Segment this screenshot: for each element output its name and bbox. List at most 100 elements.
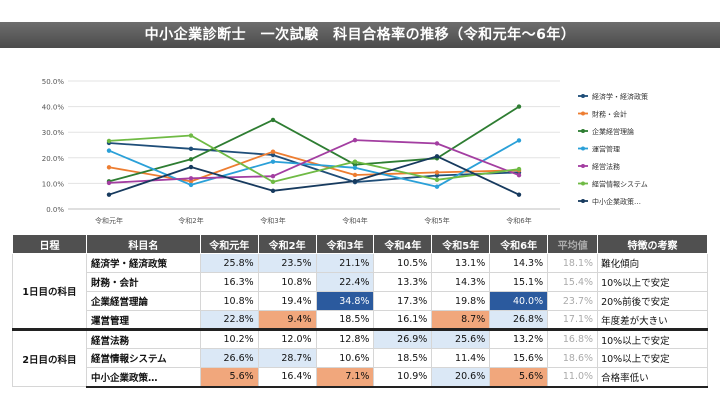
- pass-rate-cell: 19.8%: [431, 291, 491, 311]
- pass-rate-cell: 10.2%: [199, 328, 259, 349]
- average-cell: 18.1%: [547, 253, 599, 273]
- table-header-cell: 令和5年: [431, 234, 491, 254]
- subject-name: 企業経営理論: [85, 291, 201, 311]
- pass-rate-cell: 22.8%: [199, 310, 259, 330]
- table-header-cell: 令和4年: [373, 234, 433, 254]
- pass-rate-cell: 26.8%: [489, 310, 549, 330]
- pass-rate-cell: 10.5%: [373, 253, 433, 273]
- data-point: [270, 159, 276, 164]
- table-header-cell: 特徴の考察: [597, 234, 708, 254]
- data-point: [434, 170, 440, 175]
- subject-name: 経済学・経済政策: [85, 253, 201, 273]
- data-point: [270, 188, 276, 194]
- data-point: [270, 117, 276, 123]
- line-chart: 0.0% 10.0% 20.0% 30.0% 40.0% 50.0% 令和元年 令和2年 令和3…: [42, 78, 648, 224]
- data-point: [434, 184, 440, 189]
- subject-name: 経営情報システム: [85, 348, 201, 368]
- pass-rate-cell: 11.4%: [431, 348, 491, 368]
- legend-label: 経済学・経済政策: [592, 92, 648, 101]
- y-tick-label: 0.0%: [46, 206, 64, 214]
- series-line: [108, 155, 520, 196]
- table-header-cell: 令和6年: [489, 234, 549, 254]
- series-line: [108, 134, 520, 183]
- page-title: 中小企業診断士 一次試験 科目合格率の推移（令和元年～6年）: [0, 22, 720, 48]
- subject-name: 財務・会計: [85, 272, 201, 292]
- data-point: [434, 154, 440, 159]
- data-point: [352, 137, 358, 143]
- legend-label: 中小企業政策…: [592, 197, 641, 206]
- pass-rate-cell: 10.9%: [373, 367, 433, 388]
- average-cell: 16.8%: [547, 328, 599, 349]
- data-point: [352, 172, 358, 178]
- data-point: [516, 192, 522, 197]
- data-point: [106, 165, 112, 170]
- pass-rate-cell: 15.1%: [489, 272, 549, 292]
- legend-marker: [581, 146, 585, 151]
- data-point: [352, 162, 358, 167]
- remark-cell: 難化傾向: [597, 253, 708, 273]
- x-tick-label: 令和6年: [506, 216, 531, 224]
- average-cell: 11.0%: [547, 367, 599, 388]
- subject-name: 運営管理: [85, 310, 201, 330]
- group-label: 1日目の科目: [12, 253, 87, 330]
- pass-rate-cell: 8.7%: [431, 310, 491, 330]
- table-header-row: 日程 科目名 令和元年 令和2年 令和3年 令和4年 令和5年 令和6年 平均値 特徴の考察: [12, 234, 708, 254]
- average-cell: 15.4%: [547, 272, 599, 292]
- average-cell: 18.6%: [547, 348, 599, 368]
- subject-name: 経営法務: [85, 328, 201, 349]
- pass-rate-cell: 25.8%: [199, 253, 259, 273]
- data-point: [352, 159, 358, 164]
- table-header-cell: 科目名: [85, 234, 201, 254]
- legend-marker: [581, 94, 585, 98]
- table-header-cell: 令和元年: [199, 234, 259, 254]
- table-row: 運営管理 22.8% 9.4% 18.5% 16.1% 8.7% 26.8% 17.1% 年度差…: [13, 310, 708, 330]
- data-point: [106, 138, 112, 144]
- remark-cell: 年度差が大きい: [597, 310, 708, 330]
- legend-marker: [581, 129, 585, 133]
- pass-rate-cell: 12.0%: [257, 328, 317, 349]
- remark-cell: 20%前後で安定: [597, 291, 708, 311]
- table-header-cell: 令和2年: [257, 234, 317, 254]
- pass-rate-cell: 34.8%: [315, 291, 375, 311]
- legend-marker: [581, 181, 585, 186]
- pass-rate-cell: 21.1%: [315, 253, 375, 273]
- table-row: 企業経営理論 10.8% 19.4% 34.8% 17.3% 19.8% 40.0% 23.7…: [13, 291, 708, 311]
- table-header-cell: 日程: [12, 234, 87, 254]
- pass-rate-cell: 19.4%: [257, 291, 317, 311]
- pass-rate-cell: 16.1%: [373, 310, 433, 330]
- data-point: [434, 177, 440, 183]
- group-label: 2日目の科目: [12, 328, 87, 387]
- data-point: [106, 180, 112, 186]
- pass-rate-cell: 12.8%: [315, 328, 375, 349]
- x-tick-label: 令和5年: [424, 216, 449, 224]
- table-row: 2日目の科目 経営法務 10.2% 12.0% 12.8% 26.9% 25.6% 13.2%…: [12, 328, 708, 387]
- pass-rate-cell: 13.3%: [373, 272, 433, 292]
- pass-rate-cell: 26.9%: [373, 328, 433, 349]
- pass-rate-cell: 28.7%: [257, 348, 317, 368]
- table-header-cell: 令和3年: [315, 234, 375, 254]
- data-point: [434, 173, 440, 178]
- pass-rate-cell: 13.1%: [431, 253, 491, 273]
- subject-name: 中小企業政策…: [85, 367, 201, 388]
- pass-rate-cell: 7.1%: [315, 367, 375, 388]
- chart-lines: [106, 104, 522, 197]
- average-cell: 23.7%: [547, 291, 599, 311]
- y-tick-label: 10.0%: [42, 180, 65, 188]
- remark-cell: 10%以上で安定: [597, 328, 708, 349]
- data-point: [106, 148, 112, 153]
- data-point: [188, 179, 194, 184]
- data-point: [434, 141, 440, 146]
- x-tick-label: 令和4年: [342, 216, 367, 224]
- table-row: 財務・会計 16.3% 10.8% 22.4% 13.3% 14.3% 15.1% 15.4%…: [13, 272, 708, 292]
- data-point: [270, 149, 276, 154]
- x-tick-label: 令和元年: [95, 216, 123, 224]
- pass-rate-cell: 9.4%: [257, 310, 317, 330]
- data-point: [352, 165, 358, 170]
- y-tick-label: 50.0%: [42, 78, 65, 86]
- pass-rate-cell: 16.3%: [199, 272, 259, 292]
- pass-rate-cell: 10.6%: [315, 348, 375, 368]
- legend-label: 運営管理: [592, 145, 620, 154]
- pass-rate-cell: 25.6%: [431, 328, 491, 349]
- pass-rate-cell: 16.4%: [257, 367, 317, 388]
- pass-rate-cell: 10.8%: [199, 291, 259, 311]
